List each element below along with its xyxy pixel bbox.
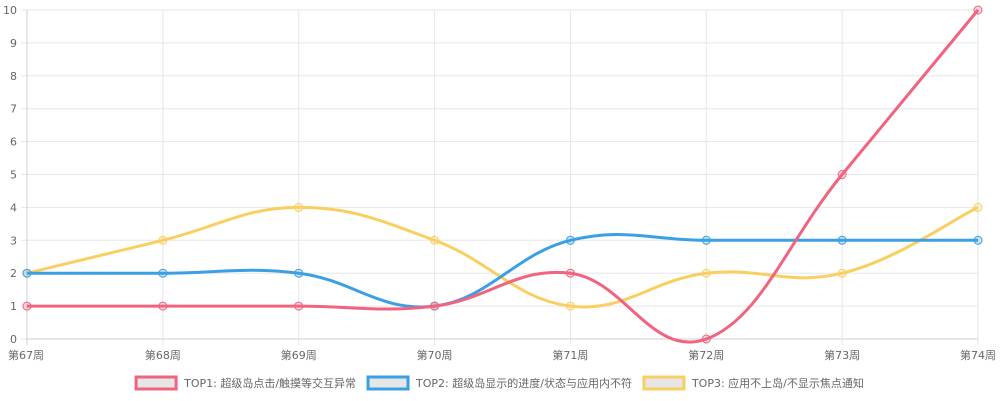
- y-tick-label: 5: [10, 169, 17, 182]
- series-3-point[interactable]: [430, 235, 440, 245]
- y-tick-label: 7: [10, 103, 17, 116]
- series-line-2: [26, 232, 978, 309]
- series-2-point[interactable]: [701, 235, 711, 245]
- grid-lines: [21, 9, 979, 345]
- legend-swatch: [134, 375, 178, 391]
- legend-swatch: [366, 375, 410, 391]
- series-2-point[interactable]: [294, 268, 304, 278]
- x-tick-label: 第72周: [688, 348, 724, 362]
- series-3-point[interactable]: [158, 235, 168, 245]
- x-tick-label: 第69周: [281, 348, 317, 362]
- y-tick-label: 10: [3, 4, 17, 17]
- series-lines: [22, 5, 983, 344]
- series-2-point[interactable]: [837, 235, 847, 245]
- x-tick-label: 第70周: [417, 348, 453, 362]
- axis-labels: 0 1 2 3 4 5 6 7 8 9 10 第67周 第68周 第69周 第70周 第71周 第72周 第73周…: [3, 4, 996, 362]
- y-tick-label: 8: [10, 70, 17, 83]
- series-2-point[interactable]: [973, 235, 983, 245]
- y-tick-label: 0: [10, 333, 17, 346]
- series-3-point[interactable]: [565, 301, 575, 311]
- series-line-1: [26, 9, 980, 344]
- x-tick-label: 第71周: [552, 348, 588, 362]
- y-tick-label: 9: [10, 37, 17, 50]
- series-1-point[interactable]: [837, 170, 847, 179]
- legend[interactable]: TOP1: 超级岛点击/触摸等交互异常 TOP2: 超级岛显示的进度/状态与应用内…: [134, 375, 864, 391]
- y-tick-label: 4: [10, 201, 17, 214]
- x-tick-label: 第73周: [824, 348, 860, 362]
- y-tick-label: 6: [10, 136, 17, 149]
- legend-label: TOP1: 超级岛点击/触摸等交互异常: [183, 376, 356, 390]
- series-1-point[interactable]: [430, 301, 440, 311]
- x-tick-label: 第67周: [8, 348, 44, 362]
- legend-item-3[interactable]: TOP3: 应用不上岛/不显示焦点通知: [642, 375, 864, 391]
- legend-swatch: [642, 375, 686, 391]
- series-line-3: [26, 205, 979, 309]
- series-1-point[interactable]: [565, 268, 575, 278]
- y-tick-label: 1: [10, 300, 17, 313]
- series-3-point[interactable]: [294, 202, 304, 212]
- series-2-point[interactable]: [158, 268, 168, 278]
- series-2-point[interactable]: [22, 268, 32, 278]
- x-tick-label: 第68周: [145, 348, 181, 362]
- series-3-point[interactable]: [701, 268, 711, 278]
- series-1-point[interactable]: [22, 301, 32, 311]
- series-1-point[interactable]: [294, 301, 304, 311]
- series-3-point[interactable]: [973, 202, 983, 212]
- legend-label: TOP3: 应用不上岛/不显示焦点通知: [691, 376, 864, 390]
- legend-item-1[interactable]: TOP1: 超级岛点击/触摸等交互异常: [134, 375, 356, 391]
- x-tick-label: 第74周: [960, 348, 996, 362]
- y-tick-label: 3: [10, 234, 17, 247]
- series-2-point[interactable]: [565, 235, 575, 245]
- series-1-point[interactable]: [701, 334, 711, 344]
- legend-label: TOP2: 超级岛显示的进度/状态与应用内不符: [415, 376, 632, 390]
- series-3-point[interactable]: [837, 268, 847, 278]
- series-1-point[interactable]: [973, 5, 983, 15]
- y-tick-label: 2: [10, 267, 17, 280]
- legend-item-2[interactable]: TOP2: 超级岛显示的进度/状态与应用内不符: [366, 375, 632, 391]
- series-1-point[interactable]: [158, 301, 168, 311]
